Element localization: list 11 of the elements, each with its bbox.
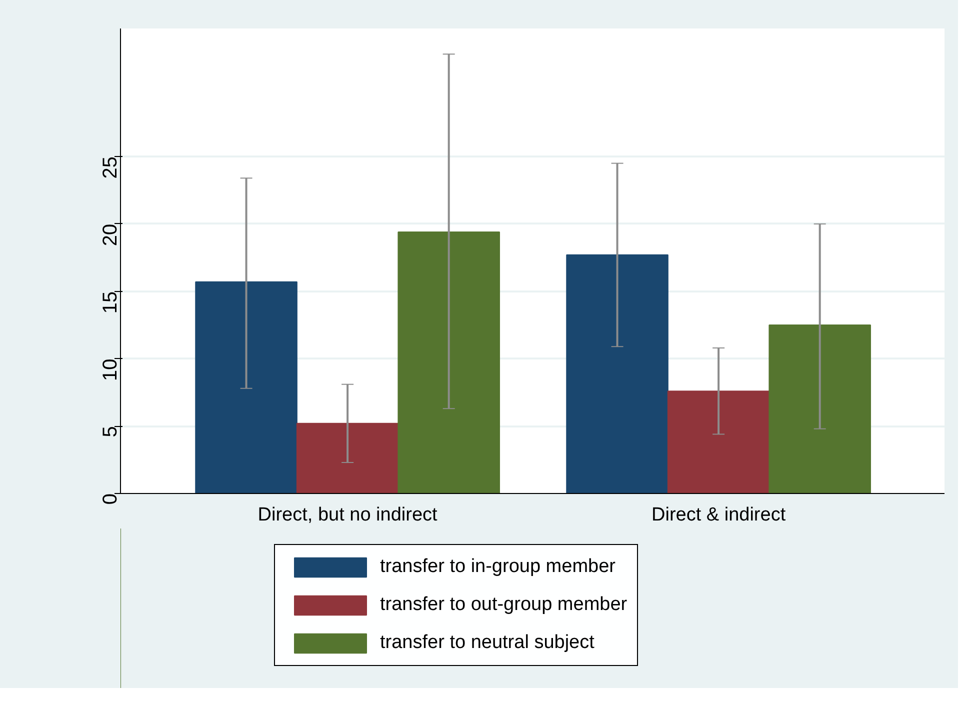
y-tick-label: 10 bbox=[100, 358, 122, 381]
legend-label: transfer to neutral subject bbox=[380, 632, 594, 654]
x-tick-label: Direct & indirect bbox=[652, 504, 786, 526]
y-tick-label: 25 bbox=[100, 156, 122, 179]
y-tick-label: 5 bbox=[100, 426, 122, 438]
legend-label: transfer to out-group member bbox=[380, 594, 628, 616]
y-tick-label: 15 bbox=[100, 291, 122, 314]
y-tick-label: 0 bbox=[100, 494, 122, 505]
y-tick-label: 20 bbox=[100, 224, 122, 246]
legend-label: transfer to in-group member bbox=[380, 556, 616, 578]
x-tick-label: Direct, but no indirect bbox=[258, 504, 438, 526]
